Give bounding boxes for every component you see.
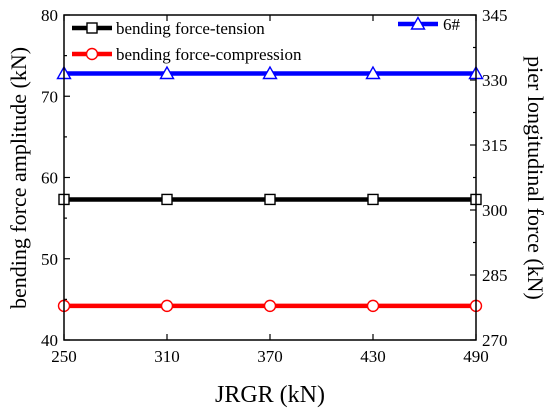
x-tick-label: 250 [51, 347, 77, 366]
series-2-point [366, 299, 380, 313]
series-1-point [161, 193, 173, 206]
y-right-tick-label: 285 [482, 266, 508, 285]
y-left-tick-label: 50 [41, 250, 58, 269]
x-tick-label: 310 [154, 347, 180, 366]
y-left-tick-label: 40 [41, 331, 58, 350]
y-left-tick-label: 80 [41, 6, 58, 25]
y-right-tick-label: 330 [482, 71, 508, 90]
y-axis-label-right: pier longitudinal force (kN) [523, 56, 548, 300]
legend: bending force-tension bending force-compr… [72, 15, 461, 64]
series-2-point [160, 299, 174, 313]
series-3-point [262, 65, 278, 80]
legend-label-1: bending force-tension [116, 19, 265, 38]
series-1-point [264, 193, 276, 206]
series-3-point [159, 65, 175, 80]
legend-label-3: 6# [443, 15, 461, 34]
plot-frame [63, 14, 477, 341]
y-left-tick-label: 60 [41, 169, 58, 188]
x-tick-label: 490 [463, 347, 489, 366]
legend-marker-3 [410, 16, 426, 30]
x-axis-label: JRGR (kN) [215, 382, 325, 408]
series-3-point [365, 65, 381, 80]
ticks-layer: 250 310 370 430 490 40 50 60 70 80 270 285 300 315 330… [41, 6, 508, 366]
y-right-tick-label: 345 [482, 6, 508, 25]
x-tick-label: 430 [360, 347, 386, 366]
series-layer [56, 65, 484, 313]
x-tick-label: 370 [257, 347, 283, 366]
legend-marker-2 [85, 47, 99, 61]
legend-marker-1 [86, 22, 98, 34]
legend-label-2: bending force-compression [116, 45, 302, 64]
series-2-point [263, 299, 277, 313]
y-left-tick-label: 70 [41, 87, 58, 106]
y-right-tick-label: 300 [482, 201, 508, 220]
series-1-point [367, 193, 379, 206]
y-axis-label-left: bending force amplitude (kN) [6, 47, 31, 309]
y-right-tick-label: 315 [482, 136, 508, 155]
y-right-tick-label: 270 [482, 331, 508, 350]
